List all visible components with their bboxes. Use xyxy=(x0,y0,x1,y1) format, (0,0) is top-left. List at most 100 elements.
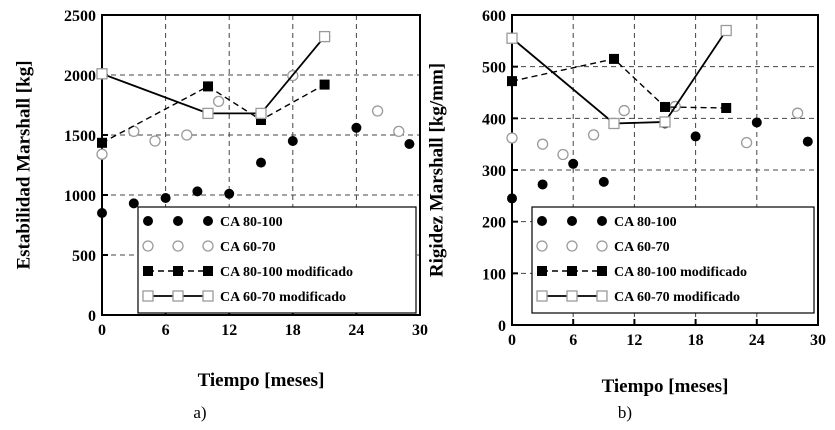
legend-marker xyxy=(537,216,547,226)
x-tick-label: 24 xyxy=(348,322,364,339)
y-tick-label: 400 xyxy=(482,111,506,128)
data-point xyxy=(507,193,517,204)
x-tick-label: 6 xyxy=(569,332,577,349)
data-point xyxy=(537,179,548,190)
x-tick-label: 30 xyxy=(412,322,428,339)
legend-label: CA 60-70 xyxy=(220,240,276,255)
data-point xyxy=(96,68,108,80)
legend-label: CA 80-100 xyxy=(220,215,283,230)
data-point xyxy=(507,76,517,87)
legend-marker xyxy=(537,266,547,276)
legend-marker xyxy=(142,240,154,252)
x-tick-label: 30 xyxy=(810,332,826,349)
data-point xyxy=(568,158,579,169)
legend-marker xyxy=(173,216,183,226)
data-point xyxy=(97,208,107,218)
y-tick-label: 2000 xyxy=(64,68,96,85)
legend-label: CA 60-70 xyxy=(614,240,670,255)
legend-label: CA 80-100 xyxy=(614,215,677,230)
chart-a xyxy=(96,14,421,316)
y-tick-label: 1500 xyxy=(64,128,96,145)
chart-caption: b) xyxy=(618,403,632,422)
data-point xyxy=(608,117,620,130)
legend-marker xyxy=(142,290,154,302)
legend-marker xyxy=(173,266,183,276)
legend-marker xyxy=(566,290,578,302)
legend-marker xyxy=(143,266,153,276)
legend-marker xyxy=(172,290,184,302)
x-tick-label: 6 xyxy=(162,322,170,339)
data-point xyxy=(721,103,732,113)
series-line xyxy=(511,58,727,109)
y-axis-title: Rigidez Marshall [kg/mm] xyxy=(427,63,448,277)
data-point xyxy=(506,132,518,144)
y-tick-label: 500 xyxy=(482,60,506,77)
data-point xyxy=(598,176,609,187)
data-point xyxy=(192,186,203,197)
x-tick-label: 18 xyxy=(688,332,704,349)
legend-marker xyxy=(172,240,184,252)
legend-marker xyxy=(597,266,607,276)
x-tick-label: 18 xyxy=(285,322,301,339)
data-point xyxy=(740,136,753,149)
data-point xyxy=(802,136,813,147)
y-tick-label: 0 xyxy=(498,318,506,335)
data-point xyxy=(660,101,670,112)
series-line xyxy=(101,83,325,144)
legend-marker xyxy=(597,216,607,226)
plot-frame xyxy=(101,14,421,316)
y-tick-label: 500 xyxy=(72,248,96,265)
legend-marker xyxy=(536,290,548,302)
data-point xyxy=(181,129,193,141)
y-tick-label: 1000 xyxy=(64,188,96,205)
legend-marker xyxy=(596,240,608,252)
x-tick-label: 12 xyxy=(221,322,237,339)
data-point xyxy=(618,104,630,117)
y-tick-label: 300 xyxy=(482,163,506,180)
x-tick-label: 0 xyxy=(508,332,516,349)
data-point xyxy=(609,53,619,64)
data-point xyxy=(393,125,405,138)
data-point xyxy=(659,116,671,128)
data-point xyxy=(751,117,762,128)
data-point xyxy=(319,79,330,90)
data-point xyxy=(256,115,266,125)
series-line xyxy=(511,29,727,125)
data-point xyxy=(351,122,362,133)
data-point xyxy=(160,193,171,203)
data-point xyxy=(690,131,701,142)
data-point xyxy=(506,32,518,44)
data-point xyxy=(287,136,298,146)
legend-label: CA 80-100 modificado xyxy=(220,265,353,280)
legend-marker xyxy=(202,240,214,252)
legend-marker xyxy=(596,290,608,302)
legend-label: CA 60-70 modificado xyxy=(220,290,346,305)
y-axis-title: Estabilidad Marshall [kg] xyxy=(14,60,35,269)
data-point xyxy=(96,148,108,160)
data-point xyxy=(97,137,107,148)
data-point xyxy=(224,188,235,199)
y-tick-label: 200 xyxy=(482,215,506,232)
data-point xyxy=(587,129,600,141)
y-tick-label: 2500 xyxy=(64,8,96,25)
legend-marker xyxy=(203,266,213,276)
legend-label: CA 60-70 modificado xyxy=(614,290,740,305)
data-point xyxy=(202,107,214,120)
data-point xyxy=(149,135,161,147)
x-axis-title: Tiempo [meses] xyxy=(602,376,729,397)
x-tick-label: 12 xyxy=(626,332,642,349)
y-tick-label: 600 xyxy=(482,8,506,25)
x-axis-title: Tiempo [meses] xyxy=(198,370,325,391)
series-line xyxy=(101,36,326,115)
data-point xyxy=(255,107,267,120)
data-point xyxy=(212,95,225,108)
data-point xyxy=(128,198,139,209)
x-tick-label: 24 xyxy=(749,332,765,349)
chart-caption: a) xyxy=(193,403,206,422)
y-tick-label: 100 xyxy=(482,266,506,283)
chart-b xyxy=(506,14,819,326)
data-point xyxy=(404,139,415,149)
legend-marker xyxy=(536,240,548,252)
legend-marker xyxy=(143,216,153,226)
x-tick-label: 0 xyxy=(98,322,106,339)
